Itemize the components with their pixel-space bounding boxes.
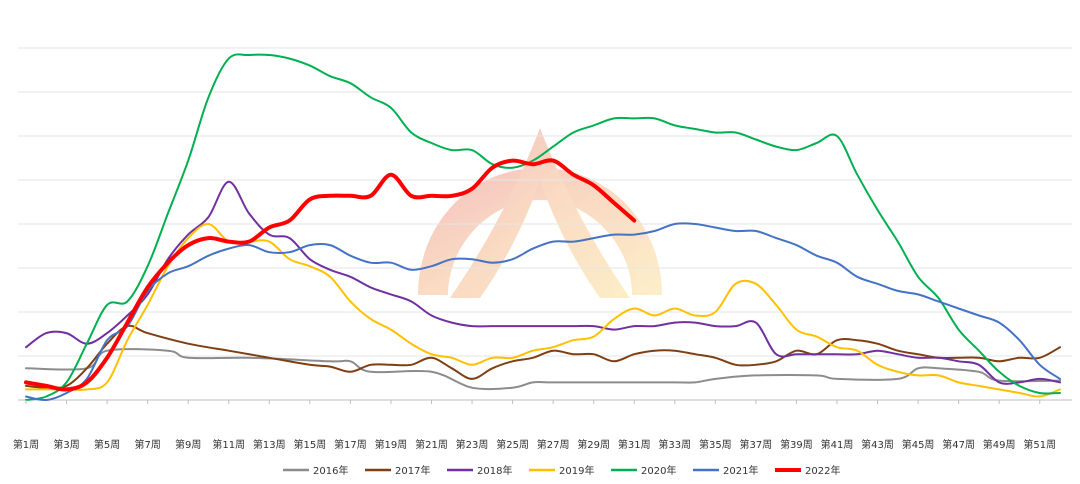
series-line-2019年 — [25, 222, 1061, 398]
series-lines — [24, 53, 1061, 402]
x-tick-label: 第25周 — [496, 438, 529, 451]
x-tick-label: 第19周 — [375, 438, 408, 451]
x-tick-label: 第11周 — [212, 438, 245, 451]
legend-label: 2020年 — [641, 464, 676, 477]
gridlines — [18, 47, 1072, 401]
legend-label: 2018年 — [477, 464, 512, 477]
x-tick-label: 第41周 — [821, 438, 854, 451]
x-tick-label: 第49周 — [983, 438, 1016, 451]
x-tick-label: 第7周 — [134, 438, 160, 451]
x-axis-ticks: 第1周 第3周 第5周 第7周 第9周 第11周 第13周 第15周 第17周 第19周 第21周第… — [13, 400, 1056, 451]
x-tick-label: 第27周 — [537, 438, 570, 451]
series-line-2022年 — [24, 158, 637, 392]
x-tick-label: 第35周 — [699, 438, 732, 451]
x-tick-label: 第37周 — [740, 438, 773, 451]
legend-label: 2019年 — [559, 464, 594, 477]
x-tick-label: 第29周 — [577, 438, 610, 451]
x-tick-label: 第23周 — [456, 438, 489, 451]
series-line-2018年 — [25, 180, 1061, 385]
x-tick-label: 第33周 — [658, 438, 691, 451]
x-tick-label: 第15周 — [293, 438, 326, 451]
x-tick-label: 第5周 — [94, 438, 120, 451]
legend-label: 2016年 — [313, 464, 348, 477]
series-line-2020年 — [25, 53, 1061, 401]
x-tick-label: 第17周 — [334, 438, 367, 451]
x-tick-label: 第3周 — [53, 438, 79, 451]
x-tick-label: 第43周 — [861, 438, 894, 451]
x-tick-label: 第31周 — [618, 438, 651, 451]
x-tick-label: 第45周 — [902, 438, 935, 451]
series-line-2017年 — [25, 324, 1061, 389]
x-tick-label: 第9周 — [175, 438, 201, 451]
x-tick-label: 第51周 — [1023, 438, 1056, 451]
legend-label: 2022年 — [805, 464, 840, 477]
watermark-logo — [418, 128, 662, 298]
x-tick-label: 第21周 — [415, 438, 448, 451]
x-tick-label: 第39周 — [780, 438, 813, 451]
x-tick-label: 第13周 — [253, 438, 286, 451]
x-tick-label: 第1周 — [13, 438, 39, 451]
legend: 2016年 2017年 2018年 2019年 2020年 2021年 2022年 — [283, 464, 840, 477]
series-line-2021年 — [25, 222, 1061, 402]
legend-label: 2017年 — [395, 464, 430, 477]
x-tick-label: 第47周 — [942, 438, 975, 451]
legend-label: 2021年 — [723, 464, 758, 477]
